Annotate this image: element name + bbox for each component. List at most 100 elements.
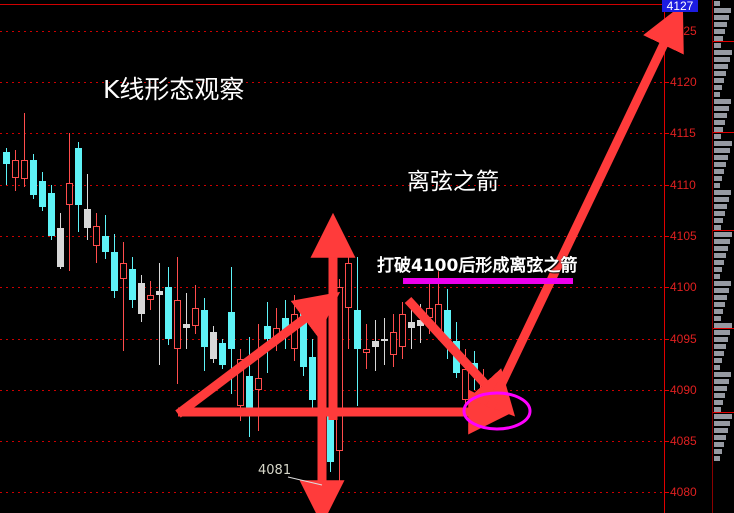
order-book-row[interactable] (713, 434, 734, 441)
order-book-row[interactable] (713, 70, 734, 77)
order-book-row[interactable] (713, 182, 734, 189)
order-book-row[interactable] (713, 119, 734, 126)
order-book-bar (714, 442, 724, 447)
order-book-row[interactable] (713, 105, 734, 112)
order-book-bar (714, 358, 722, 363)
order-book-row[interactable] (713, 343, 734, 350)
order-book-row[interactable] (713, 77, 734, 84)
order-book-row[interactable] (713, 133, 734, 140)
order-book-row[interactable] (713, 259, 734, 266)
candle-body (246, 376, 253, 411)
order-book-row[interactable] (713, 84, 734, 91)
candle (399, 302, 406, 359)
order-book-row[interactable] (713, 413, 734, 420)
order-book-row[interactable] (713, 217, 734, 224)
order-book-row[interactable] (713, 308, 734, 315)
candle (354, 257, 361, 407)
order-book-row[interactable] (713, 91, 734, 98)
order-book-row[interactable] (713, 392, 734, 399)
order-book-bar (714, 211, 725, 216)
axis-tick-label: 4110 (670, 179, 696, 191)
candle-body (93, 226, 100, 247)
order-book-row[interactable] (713, 273, 734, 280)
price-axis[interactable]: 4080408540904095410041054110411541204125 (664, 0, 712, 513)
order-book-bar (714, 148, 730, 153)
order-book-bar (714, 400, 723, 405)
order-book-row[interactable] (713, 112, 734, 119)
candle (165, 267, 172, 345)
order-book-row[interactable] (713, 294, 734, 301)
order-book-row[interactable] (713, 140, 734, 147)
order-book-row[interactable] (713, 350, 734, 357)
candle (309, 339, 316, 411)
order-book-row[interactable] (713, 364, 734, 371)
order-book-bar (714, 106, 729, 111)
order-book-row[interactable] (713, 147, 734, 154)
order-book-row[interactable] (713, 154, 734, 161)
order-book-row[interactable] (713, 203, 734, 210)
candle-body (3, 152, 10, 164)
grid-line (0, 492, 664, 493)
order-book-row[interactable] (713, 336, 734, 343)
order-book-row[interactable] (713, 98, 734, 105)
order-book-row[interactable] (713, 329, 734, 336)
order-book-bar (714, 22, 727, 27)
order-book-bar (714, 351, 724, 356)
order-book-bar (714, 267, 722, 272)
candle (210, 326, 217, 363)
order-book-row[interactable] (713, 399, 734, 406)
candle-body (75, 148, 82, 205)
candle-body (444, 310, 451, 339)
order-book-panel[interactable] (712, 0, 734, 513)
order-book-row[interactable] (713, 231, 734, 238)
order-book-row[interactable] (713, 455, 734, 462)
order-book-bar (714, 169, 724, 174)
order-book-row[interactable] (713, 448, 734, 455)
order-book-bar (714, 246, 728, 251)
order-book-row[interactable] (713, 315, 734, 322)
order-book-row[interactable] (713, 441, 734, 448)
order-book-row[interactable] (713, 189, 734, 196)
order-book-row[interactable] (713, 175, 734, 182)
order-book-row[interactable] (713, 42, 734, 49)
axis-tick-label: 4115 (670, 127, 696, 139)
order-book-row[interactable] (713, 245, 734, 252)
candle (174, 257, 181, 384)
order-book-row[interactable] (713, 49, 734, 56)
order-book-row[interactable] (713, 21, 734, 28)
order-book-row[interactable] (713, 266, 734, 273)
candle (84, 174, 91, 240)
candle (327, 388, 334, 472)
order-book-row[interactable] (713, 161, 734, 168)
candle (336, 279, 343, 482)
order-book-row[interactable] (713, 168, 734, 175)
order-book-row[interactable] (713, 56, 734, 63)
order-book-bar (714, 71, 726, 76)
order-book-row[interactable] (713, 0, 734, 7)
order-book-row[interactable] (713, 14, 734, 21)
order-book-bar (714, 1, 720, 6)
candle (462, 349, 469, 413)
order-book-row[interactable] (713, 7, 734, 14)
candle-body (138, 283, 145, 314)
order-book-row[interactable] (713, 280, 734, 287)
candle (345, 250, 352, 348)
order-book-row[interactable] (713, 238, 734, 245)
order-book-row[interactable] (713, 357, 734, 364)
candle (282, 300, 289, 349)
order-book-row[interactable] (713, 371, 734, 378)
order-book-row[interactable] (713, 28, 734, 35)
order-book-row[interactable] (713, 301, 734, 308)
order-book-row[interactable] (713, 196, 734, 203)
order-book-bar (714, 8, 731, 13)
order-book-row[interactable] (713, 385, 734, 392)
order-book-row[interactable] (713, 420, 734, 427)
order-book-row[interactable] (713, 378, 734, 385)
order-book-row[interactable] (713, 287, 734, 294)
order-book-row[interactable] (713, 252, 734, 259)
axis-tick (664, 492, 669, 493)
order-book-row[interactable] (713, 210, 734, 217)
order-book-bar (714, 393, 725, 398)
order-book-row[interactable] (713, 63, 734, 70)
order-book-row[interactable] (713, 427, 734, 434)
